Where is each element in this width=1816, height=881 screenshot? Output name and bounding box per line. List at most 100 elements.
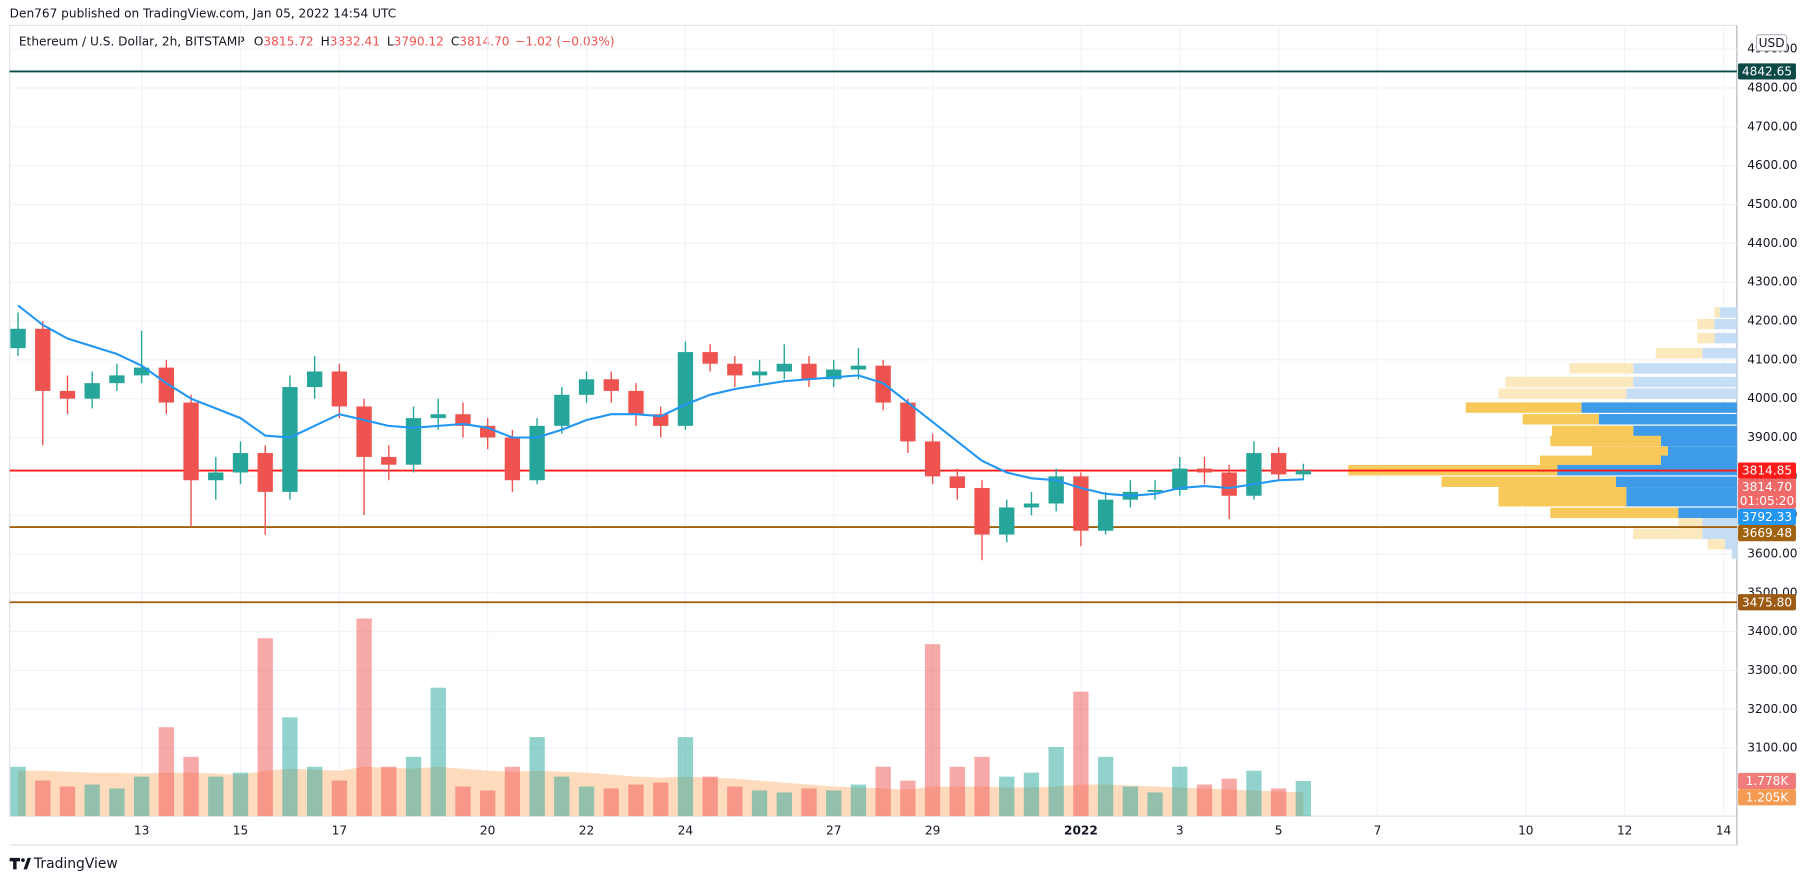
x-tick-label: 20 xyxy=(480,824,495,838)
volume-bar xyxy=(10,766,26,817)
profile-up xyxy=(1660,435,1737,447)
volume-bar xyxy=(158,727,175,817)
price-badge-label: 3792.33 xyxy=(1742,510,1792,524)
volume-bar xyxy=(776,792,792,817)
profile-up xyxy=(1633,425,1737,437)
profile-down xyxy=(1633,528,1703,540)
candle-body xyxy=(727,363,743,376)
volume-bar xyxy=(504,766,521,817)
profile-down xyxy=(1550,435,1661,447)
profile-down xyxy=(1591,446,1668,457)
x-tick-label: 2022 xyxy=(1064,824,1098,838)
candle-body xyxy=(850,365,867,370)
price-badge xyxy=(1738,478,1796,509)
volume-bar xyxy=(1246,770,1262,817)
candle-body xyxy=(702,352,718,364)
candle-body xyxy=(751,371,768,376)
price-badge xyxy=(1738,508,1796,525)
x-tick-label: 24 xyxy=(678,824,694,838)
candle-body xyxy=(331,371,348,407)
x-tick-label: 3 xyxy=(1176,824,1184,838)
profile-down xyxy=(1697,332,1715,344)
volume-bar xyxy=(109,788,125,817)
candle-body xyxy=(430,414,446,419)
volume-bar xyxy=(751,790,768,817)
volume-bar xyxy=(1097,756,1114,817)
profile-down xyxy=(1539,455,1661,467)
x-tick-label: 14 xyxy=(1716,824,1732,838)
volume-bar xyxy=(306,766,323,817)
candle-body xyxy=(1270,453,1287,475)
symbol-legend: Ethereum / U.S. Dollar, 2h, BITSTAMP O381… xyxy=(19,34,615,48)
volume-bar xyxy=(35,780,51,817)
volume-bar xyxy=(1048,746,1064,817)
profile-up xyxy=(1633,376,1737,388)
candle-body xyxy=(578,379,595,395)
candle-body xyxy=(480,425,496,438)
price-badge-label: 1.205K xyxy=(1746,790,1790,804)
x-tick-label: 5 xyxy=(1275,824,1283,838)
profile-down xyxy=(1498,487,1627,498)
change-value: −1.02 (−0.03%) xyxy=(515,34,614,48)
volume-bar xyxy=(653,782,669,817)
volume-bar xyxy=(727,786,743,817)
candle-body xyxy=(974,488,990,535)
candle-body xyxy=(1073,476,1089,531)
candle-body xyxy=(949,476,965,489)
profile-down xyxy=(1441,476,1616,488)
volume-bar xyxy=(232,772,249,817)
x-tick-label: 29 xyxy=(925,824,940,838)
candle-body xyxy=(826,369,842,380)
currency-label: USD xyxy=(1759,36,1785,50)
profile-down xyxy=(1714,307,1720,318)
profile-up xyxy=(1598,414,1737,425)
candle-body xyxy=(628,390,644,415)
profile-down xyxy=(1707,539,1725,550)
volume-bar xyxy=(1196,784,1213,817)
volume-bar xyxy=(59,786,76,817)
volume-bar xyxy=(455,786,471,817)
volume-bar xyxy=(331,780,348,817)
volume-bar xyxy=(628,784,644,817)
candle-body xyxy=(1196,468,1213,473)
volume-bar xyxy=(84,784,100,817)
profile-down xyxy=(1678,518,1703,529)
x-tick-label: 22 xyxy=(579,824,594,838)
candle-body xyxy=(208,472,224,481)
candle-body xyxy=(183,402,199,481)
volume-bar xyxy=(405,756,422,817)
volume-bar xyxy=(850,784,867,817)
candle-body xyxy=(10,328,26,349)
candle-body xyxy=(1147,489,1163,492)
volume-bar xyxy=(677,737,694,817)
ohlc-key: O xyxy=(254,34,264,48)
candle-body xyxy=(257,453,273,492)
volume-bar xyxy=(1295,781,1312,817)
symbol-name: Ethereum / U.S. Dollar, 2h, BITSTAMP xyxy=(19,34,245,48)
candle-body xyxy=(232,453,249,473)
ohlc-value: 3815.72 xyxy=(263,34,313,48)
price-badge xyxy=(1738,63,1796,80)
y-tick-label: 4700.00 xyxy=(1747,119,1797,133)
profile-up xyxy=(1714,332,1737,344)
candle-body xyxy=(1048,476,1064,504)
profile-up xyxy=(1719,307,1737,318)
candle-body xyxy=(900,402,916,442)
ohlc-key: L xyxy=(387,34,394,48)
candle-body xyxy=(653,414,669,426)
price-badge-label: 3669.48 xyxy=(1742,526,1792,540)
volume-bar xyxy=(1270,788,1287,817)
candle-body xyxy=(1023,503,1040,508)
currency-badge xyxy=(1756,34,1788,52)
y-tick-label: 3300.00 xyxy=(1747,663,1797,677)
price-badge-label: 3475.80 xyxy=(1742,595,1792,609)
brand: TradingView xyxy=(33,856,118,872)
profile-up xyxy=(1626,388,1737,399)
profile-up xyxy=(1626,496,1737,507)
ohlc-key: C xyxy=(451,34,459,48)
y-tick-label: 4200.00 xyxy=(1747,314,1797,328)
candle-body xyxy=(554,394,570,426)
